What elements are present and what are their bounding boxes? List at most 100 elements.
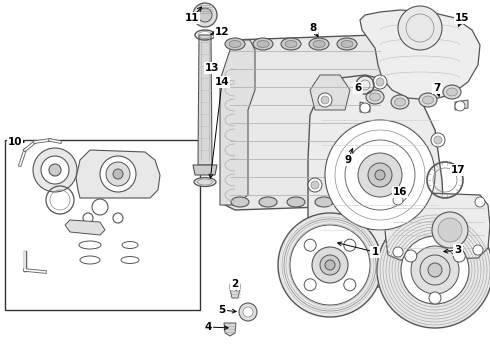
Polygon shape [308, 75, 445, 288]
Text: 1: 1 [371, 247, 379, 257]
Text: 17: 17 [451, 165, 465, 175]
Polygon shape [225, 35, 390, 210]
Ellipse shape [285, 40, 297, 48]
Circle shape [423, 245, 437, 259]
Polygon shape [455, 100, 468, 110]
Circle shape [198, 8, 212, 22]
Polygon shape [310, 75, 350, 110]
Circle shape [33, 148, 77, 192]
Ellipse shape [366, 90, 384, 104]
Circle shape [453, 250, 465, 262]
Polygon shape [360, 102, 370, 112]
Circle shape [401, 236, 469, 304]
Circle shape [278, 213, 382, 317]
Text: 5: 5 [219, 305, 225, 315]
Circle shape [398, 6, 442, 50]
Ellipse shape [253, 38, 273, 50]
Ellipse shape [443, 85, 461, 99]
Ellipse shape [287, 197, 305, 207]
Circle shape [377, 212, 490, 328]
Ellipse shape [315, 197, 333, 207]
Ellipse shape [337, 38, 357, 50]
Circle shape [325, 260, 335, 270]
Circle shape [100, 156, 136, 192]
Polygon shape [198, 35, 212, 165]
Circle shape [393, 247, 403, 257]
Circle shape [373, 75, 387, 89]
Ellipse shape [391, 95, 409, 109]
Circle shape [49, 164, 61, 176]
Circle shape [420, 255, 450, 285]
Circle shape [325, 120, 435, 230]
Ellipse shape [194, 177, 216, 186]
Circle shape [318, 253, 332, 267]
Circle shape [311, 181, 319, 189]
Text: 8: 8 [309, 23, 317, 33]
Polygon shape [415, 245, 450, 282]
Text: 13: 13 [205, 63, 219, 73]
Text: 9: 9 [344, 155, 351, 165]
Ellipse shape [341, 40, 353, 48]
Circle shape [428, 263, 442, 277]
Ellipse shape [313, 40, 325, 48]
Polygon shape [220, 40, 255, 205]
Circle shape [473, 245, 483, 255]
Text: 11: 11 [185, 13, 199, 23]
Ellipse shape [259, 197, 277, 207]
Text: 2: 2 [231, 279, 239, 289]
Ellipse shape [309, 38, 329, 50]
Circle shape [304, 239, 316, 251]
Ellipse shape [394, 98, 406, 106]
Circle shape [320, 255, 340, 275]
Circle shape [429, 292, 441, 304]
Circle shape [375, 170, 385, 180]
Circle shape [239, 303, 257, 321]
Ellipse shape [343, 197, 361, 207]
Polygon shape [360, 10, 480, 100]
Circle shape [243, 307, 253, 317]
Circle shape [475, 197, 485, 207]
Text: 4: 4 [204, 322, 212, 332]
Circle shape [455, 101, 465, 111]
Polygon shape [65, 220, 105, 235]
Ellipse shape [229, 40, 241, 48]
Ellipse shape [281, 38, 301, 50]
Circle shape [290, 225, 370, 305]
Ellipse shape [419, 93, 437, 107]
Circle shape [438, 218, 462, 242]
Circle shape [376, 78, 384, 86]
Text: 7: 7 [433, 83, 441, 93]
Text: 16: 16 [393, 187, 407, 197]
Circle shape [434, 136, 442, 144]
Polygon shape [224, 323, 236, 336]
Ellipse shape [257, 40, 269, 48]
Circle shape [318, 93, 332, 107]
Circle shape [308, 178, 322, 192]
Circle shape [106, 162, 130, 186]
Circle shape [193, 3, 217, 27]
Text: 6: 6 [354, 83, 362, 93]
Circle shape [432, 212, 468, 248]
Circle shape [321, 96, 329, 104]
Circle shape [344, 239, 356, 251]
Text: 10: 10 [8, 137, 22, 147]
Text: 14: 14 [215, 77, 229, 87]
Polygon shape [193, 165, 217, 175]
Polygon shape [230, 284, 240, 298]
Circle shape [41, 156, 69, 184]
Circle shape [344, 279, 356, 291]
Circle shape [431, 133, 445, 147]
Text: 12: 12 [215, 27, 229, 37]
Polygon shape [384, 192, 490, 260]
Circle shape [426, 248, 434, 256]
Circle shape [405, 250, 417, 262]
Circle shape [113, 169, 123, 179]
Ellipse shape [231, 197, 249, 207]
Circle shape [360, 103, 370, 113]
Polygon shape [76, 150, 160, 198]
Circle shape [358, 153, 402, 197]
Circle shape [321, 256, 329, 264]
Text: 3: 3 [454, 245, 462, 255]
Circle shape [368, 163, 392, 187]
Ellipse shape [422, 96, 434, 104]
